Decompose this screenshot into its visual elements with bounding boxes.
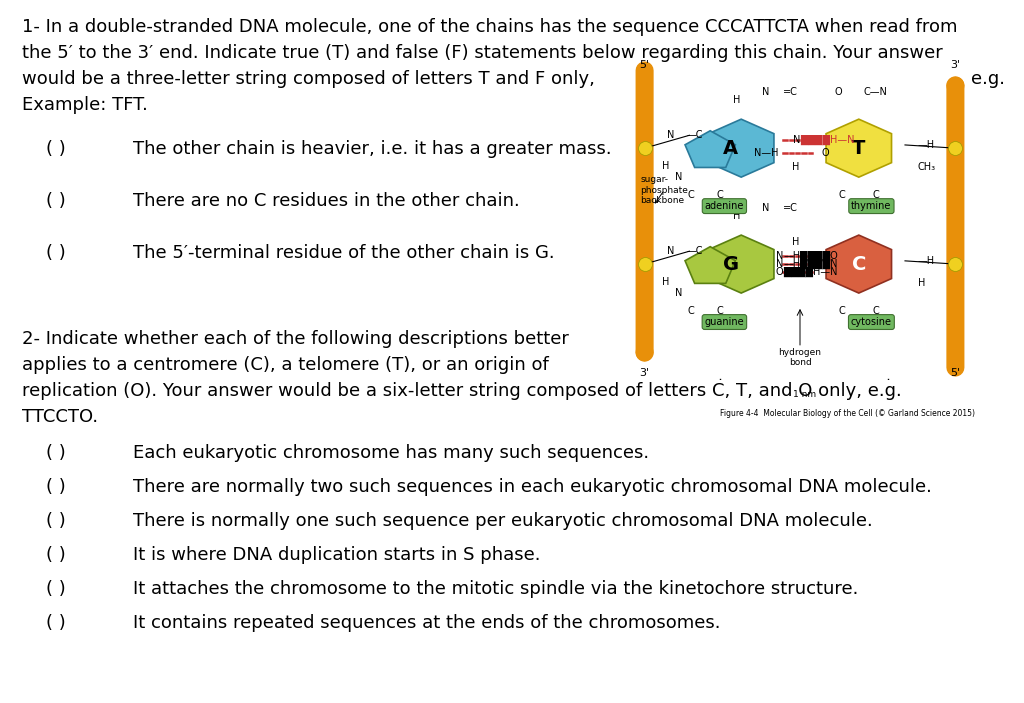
Text: H: H xyxy=(918,278,925,288)
Text: N: N xyxy=(776,251,783,261)
Text: H: H xyxy=(662,277,670,287)
Text: N: N xyxy=(793,135,800,145)
Text: would be a three-letter string composed of letters T and F only,: would be a three-letter string composed … xyxy=(22,70,595,88)
Polygon shape xyxy=(685,131,735,167)
Text: 1- In a double-stranded DNA molecule, one of the chains has the sequence CCCATTC: 1- In a double-stranded DNA molecule, on… xyxy=(22,18,957,36)
Text: —C: —C xyxy=(687,130,703,141)
Text: N: N xyxy=(762,202,770,212)
Text: C: C xyxy=(872,306,879,316)
Text: H: H xyxy=(733,211,740,221)
Text: —H████O: —H████O xyxy=(783,251,838,261)
Text: thymine: thymine xyxy=(851,201,892,211)
Text: There are no C residues in the other chain.: There are no C residues in the other cha… xyxy=(133,192,520,210)
Text: C: C xyxy=(839,306,846,316)
Text: the 5′ to the 3′ end. Indicate true (T) and false (F) statements below regarding: the 5′ to the 3′ end. Indicate true (T) … xyxy=(22,44,943,62)
Text: C: C xyxy=(687,190,694,200)
Text: N: N xyxy=(667,246,674,256)
Text: —H: —H xyxy=(918,256,935,266)
Text: cytosine: cytosine xyxy=(851,317,892,327)
Text: O: O xyxy=(821,148,828,158)
Polygon shape xyxy=(826,120,892,177)
Text: H: H xyxy=(793,236,800,247)
Polygon shape xyxy=(826,235,892,293)
Text: N: N xyxy=(675,288,682,298)
Text: CH₃: CH₃ xyxy=(918,162,936,172)
Text: replication (O). Your answer would be a six-letter string composed of letters C,: replication (O). Your answer would be a … xyxy=(22,382,902,400)
Text: N: N xyxy=(776,259,783,269)
Text: —H: —H xyxy=(918,140,935,150)
Text: ( ): ( ) xyxy=(46,192,66,210)
Text: There is normally one such sequence per eukaryotic chromosomal DNA molecule.: There is normally one such sequence per … xyxy=(133,512,872,530)
Polygon shape xyxy=(709,235,774,293)
Text: There are normally two such sequences in each eukaryotic chromosomal DNA molecul: There are normally two such sequences in… xyxy=(133,478,932,496)
Text: It contains repeated sequences at the ends of the chromosomes.: It contains repeated sequences at the en… xyxy=(133,614,721,632)
Text: C: C xyxy=(717,190,724,200)
Text: N—H: N—H xyxy=(754,148,778,158)
Text: A: A xyxy=(723,138,738,157)
Text: guanine: guanine xyxy=(705,317,744,327)
Polygon shape xyxy=(709,120,774,177)
Text: Each eukaryotic chromosome has many such sequences.: Each eukaryotic chromosome has many such… xyxy=(133,444,649,462)
Text: ( ): ( ) xyxy=(46,140,66,158)
Text: C—N: C—N xyxy=(863,202,887,212)
Text: —H████N: —H████N xyxy=(783,259,838,269)
Text: Figure 4-4  Molecular Biology of the Cell (© Garland Science 2015): Figure 4-4 Molecular Biology of the Cell… xyxy=(720,409,975,418)
Text: ( ): ( ) xyxy=(46,512,66,530)
Text: Example: TFT.: Example: TFT. xyxy=(22,96,147,114)
Text: N: N xyxy=(675,172,682,182)
Text: C: C xyxy=(687,306,694,316)
Text: ( ): ( ) xyxy=(46,614,66,632)
Text: N: N xyxy=(762,86,770,96)
Text: e.g.: e.g. xyxy=(971,70,1005,88)
Text: T: T xyxy=(852,138,865,157)
Text: The 5′-terminal residue of the other chain is G.: The 5′-terminal residue of the other cha… xyxy=(133,244,555,262)
Text: 1 nm: 1 nm xyxy=(793,389,816,399)
Text: C: C xyxy=(717,306,724,316)
Text: ( ): ( ) xyxy=(46,244,66,262)
Text: The other chain is heavier, i.e. it has a greater mass.: The other chain is heavier, i.e. it has … xyxy=(133,140,611,158)
Text: H: H xyxy=(793,162,800,172)
Text: It is where DNA duplication starts in S phase.: It is where DNA duplication starts in S … xyxy=(133,546,541,564)
Text: =C: =C xyxy=(783,202,798,212)
Text: C: C xyxy=(872,190,879,200)
Text: O: O xyxy=(835,86,842,96)
Text: 5': 5' xyxy=(640,60,649,70)
Text: G: G xyxy=(723,254,738,273)
Text: 5': 5' xyxy=(950,368,961,378)
Text: ████H—N: ████H—N xyxy=(783,267,838,277)
Text: H: H xyxy=(733,95,740,105)
Text: TTCCTO.: TTCCTO. xyxy=(22,408,98,426)
Text: ████H—N: ████H—N xyxy=(800,135,854,146)
Text: H: H xyxy=(662,161,670,171)
Text: C: C xyxy=(839,190,846,200)
Text: hydrogen
bond: hydrogen bond xyxy=(778,348,821,367)
Text: ( ): ( ) xyxy=(46,546,66,564)
Text: C—N: C—N xyxy=(863,86,887,96)
Polygon shape xyxy=(685,247,735,283)
Text: adenine: adenine xyxy=(705,201,744,211)
Text: It attaches the chromosome to the mitotic spindle via the kinetochore structure.: It attaches the chromosome to the mitoti… xyxy=(133,580,858,598)
Text: ( ): ( ) xyxy=(46,478,66,496)
Text: 2- Indicate whether each of the following descriptions better: 2- Indicate whether each of the followin… xyxy=(22,330,569,348)
Text: N: N xyxy=(667,130,674,141)
Text: C: C xyxy=(852,254,866,273)
Text: O: O xyxy=(775,267,783,277)
Text: ( ): ( ) xyxy=(46,580,66,598)
Text: =C: =C xyxy=(783,86,798,96)
Text: applies to a centromere (C), a telomere (T), or an origin of: applies to a centromere (C), a telomere … xyxy=(22,356,549,374)
Text: —C: —C xyxy=(687,246,703,256)
Text: 3': 3' xyxy=(640,368,649,378)
Text: ( ): ( ) xyxy=(46,444,66,462)
Text: 3': 3' xyxy=(950,60,961,70)
Text: sugar-
phosphate
backbone: sugar- phosphate backbone xyxy=(640,175,688,205)
